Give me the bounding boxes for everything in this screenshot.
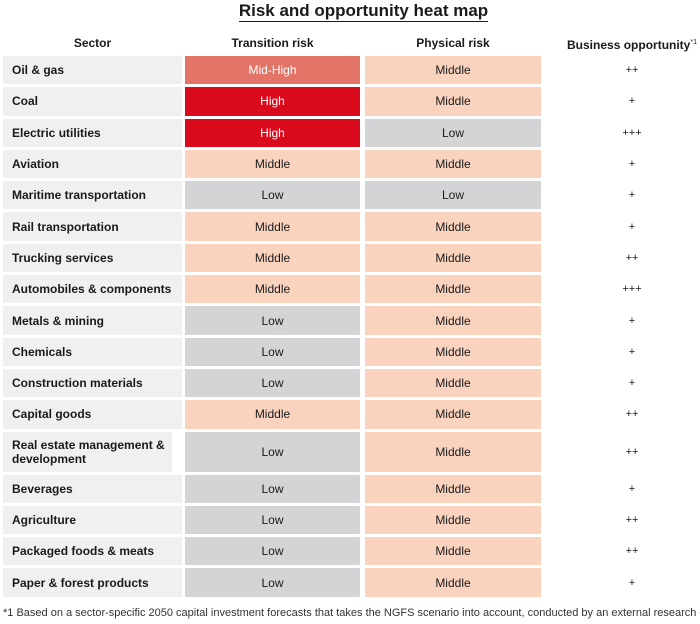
- business-opportunity-cell: +: [628, 158, 636, 171]
- transition-risk-cell: Mid-High: [185, 56, 360, 85]
- transition-risk-cell: Low: [185, 568, 360, 597]
- business-opportunity-cell: +: [628, 345, 636, 358]
- sector-cell: Coal: [3, 87, 182, 116]
- business-opportunity-cell: +: [628, 95, 636, 108]
- business-opportunity-cell: ++: [625, 445, 639, 458]
- sector-cell: Trucking services: [3, 243, 182, 273]
- sector-cell: Chemicals: [3, 337, 182, 366]
- physical-risk-cell: Middle: [365, 505, 541, 535]
- physical-risk-cell: Middle: [365, 243, 541, 273]
- business-opportunity-cell: ++: [625, 408, 639, 421]
- transition-risk-cell: Low: [185, 181, 360, 210]
- business-opportunity-cell: +: [628, 189, 636, 202]
- physical-risk-cell: Middle: [365, 474, 541, 503]
- chart-title-text: Risk and opportunity heat map: [238, 1, 489, 22]
- physical-risk-cell: Middle: [365, 275, 541, 304]
- physical-risk-cell: Middle: [365, 537, 541, 566]
- transition-risk-cell: Middle: [185, 275, 360, 304]
- transition-risk-cell: Low: [185, 368, 360, 398]
- transition-risk-cell: Middle: [185, 149, 360, 179]
- physical-risk-cell: Middle: [365, 87, 541, 116]
- table-row: Metals & mining Low Middle +: [0, 306, 700, 337]
- sector-cell: Maritime transportation: [3, 181, 182, 210]
- sector-cell: Automobiles & components: [3, 275, 182, 304]
- physical-risk-cell: Low: [365, 118, 541, 147]
- physical-risk-cell: Low: [365, 181, 541, 210]
- sector-cell: Rail transportation: [3, 212, 182, 241]
- business-opportunity-cell: +++: [622, 283, 642, 296]
- business-opportunity-cell: +: [628, 220, 636, 233]
- physical-risk-cell: Middle: [365, 306, 541, 335]
- physical-risk-cell: Middle: [365, 400, 541, 429]
- transition-risk-cell: Middle: [185, 212, 360, 241]
- table-row: Trucking services Middle Middle ++: [0, 243, 700, 275]
- business-opportunity-cell: ++: [625, 514, 639, 526]
- table-row: Paper & forest products Low Middle +: [0, 568, 700, 599]
- physical-risk-cell: Middle: [365, 56, 541, 85]
- transition-risk-cell: Low: [185, 337, 360, 366]
- sector-cell: Capital goods: [3, 400, 182, 429]
- sector-cell: Real estate management & development: [3, 431, 172, 472]
- chart-title: Risk and opportunity heat map: [0, 0, 700, 22]
- sector-cell: Aviation: [3, 149, 182, 179]
- business-opportunity-label: Business opportunity: [567, 38, 691, 52]
- transition-risk-cell: Middle: [185, 243, 360, 273]
- table-row: Construction materials Low Middle +: [0, 368, 700, 400]
- physical-risk-cell: Middle: [365, 568, 541, 597]
- physical-risk-cell: Middle: [365, 337, 541, 366]
- table-row: Aviation Middle Middle +: [0, 149, 700, 181]
- sector-cell: Beverages: [3, 474, 182, 503]
- table-row: Real estate management & development Low M…: [0, 431, 700, 475]
- transition-risk-cell: High: [185, 118, 360, 147]
- transition-risk-cell: Low: [185, 431, 360, 472]
- sector-cell: Metals & mining: [3, 306, 182, 335]
- table-row: Automobiles & components Middle Middle +++: [0, 275, 700, 306]
- table-row: Rail transportation Middle Middle +: [0, 212, 700, 243]
- table-row: Oil & gas Mid-High Middle ++: [0, 56, 700, 87]
- business-opportunity-cell: +++: [622, 126, 642, 139]
- table-row: Packaged foods & meats Low Middle ++: [0, 537, 700, 568]
- table-row: Maritime transportation Low Low +: [0, 181, 700, 212]
- table-row: Agriculture Low Middle ++: [0, 505, 700, 537]
- sector-cell: Agriculture: [3, 505, 182, 535]
- business-opportunity-cell: ++: [625, 251, 639, 264]
- sector-cell: Packaged foods & meats: [3, 537, 182, 566]
- physical-risk-cell: Middle: [365, 149, 541, 179]
- transition-risk-cell: Low: [185, 474, 360, 503]
- transition-risk-cell: Low: [185, 537, 360, 566]
- transition-risk-cell: Middle: [185, 400, 360, 429]
- sector-cell: Paper & forest products: [3, 568, 182, 597]
- physical-risk-cell: Middle: [365, 431, 541, 472]
- column-header-business-opportunity: Business opportunity*1: [548, 35, 700, 52]
- table-row: Coal High Middle +: [0, 87, 700, 118]
- footnote: *1 Based on a sector-specific 2050 capit…: [3, 607, 700, 619]
- column-header-sector: Sector: [73, 36, 112, 50]
- physical-risk-cell: Middle: [365, 212, 541, 241]
- business-opportunity-cell: ++: [625, 64, 639, 77]
- table-row: Beverages Low Middle +: [0, 474, 700, 506]
- business-opportunity-cell: +: [628, 482, 636, 495]
- table-row: Capital goods Middle Middle ++: [0, 400, 700, 431]
- transition-risk-cell: High: [185, 87, 360, 116]
- table-row: Electric utilities High Low +++: [0, 118, 700, 150]
- transition-risk-cell: Low: [185, 505, 360, 535]
- sector-cell: Electric utilities: [3, 118, 182, 147]
- column-header-transition-risk: Transition risk: [231, 36, 314, 50]
- sector-cell: Construction materials: [3, 368, 182, 398]
- transition-risk-cell: Low: [185, 306, 360, 335]
- business-opportunity-cell: +: [628, 314, 636, 327]
- column-header-physical-risk: Physical risk: [416, 36, 490, 50]
- table-row: Chemicals Low Middle +: [0, 337, 700, 369]
- physical-risk-cell: Middle: [365, 368, 541, 398]
- business-opportunity-cell: +: [628, 377, 636, 390]
- sector-cell: Oil & gas: [3, 56, 182, 85]
- business-opportunity-cell: +: [628, 576, 636, 589]
- heat-map-rows: Oil & gas Mid-High Middle ++ Coal High Middle +…: [0, 56, 700, 600]
- footnote-marker: *1: [690, 39, 697, 46]
- business-opportunity-cell: ++: [625, 545, 639, 558]
